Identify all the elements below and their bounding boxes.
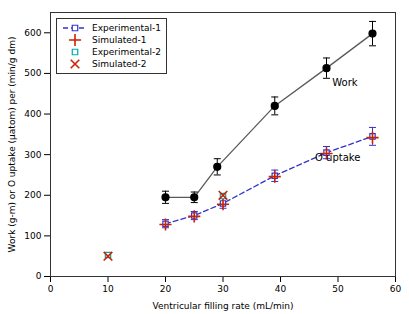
svg-text:O uptake: O uptake	[315, 152, 360, 163]
html-text:Simulated-1: Simulated-1	[92, 35, 147, 45]
svg-text:400: 400	[24, 109, 41, 119]
html-text:Experimental-1: Experimental-1	[92, 23, 161, 33]
svg-text:300: 300	[24, 150, 41, 160]
svg-text:500: 500	[24, 68, 41, 78]
svg-text:Work: Work	[332, 77, 358, 88]
svg-text:30: 30	[217, 284, 229, 294]
svg-text:10: 10	[102, 284, 114, 294]
svg-text:20: 20	[160, 284, 172, 294]
svg-text:Ventricular filling rate (mL/m: Ventricular filling rate (mL/min)	[152, 301, 293, 311]
html-text:Simulated-2: Simulated-2	[92, 59, 147, 69]
svg-text:60: 60	[390, 284, 402, 294]
svg-text:0: 0	[48, 284, 54, 294]
svg-text:600: 600	[24, 28, 41, 38]
svg-text:100: 100	[24, 231, 41, 241]
html-text:Experimental-2: Experimental-2	[92, 47, 161, 57]
svg-text:50: 50	[332, 284, 344, 294]
svg-text:0: 0	[36, 271, 42, 281]
svg-text:200: 200	[24, 190, 41, 200]
svg-text:Work (g-m) or O uptake (μatom): Work (g-m) or O uptake (μatom) per (min/…	[7, 37, 17, 253]
svg-text:40: 40	[275, 284, 287, 294]
